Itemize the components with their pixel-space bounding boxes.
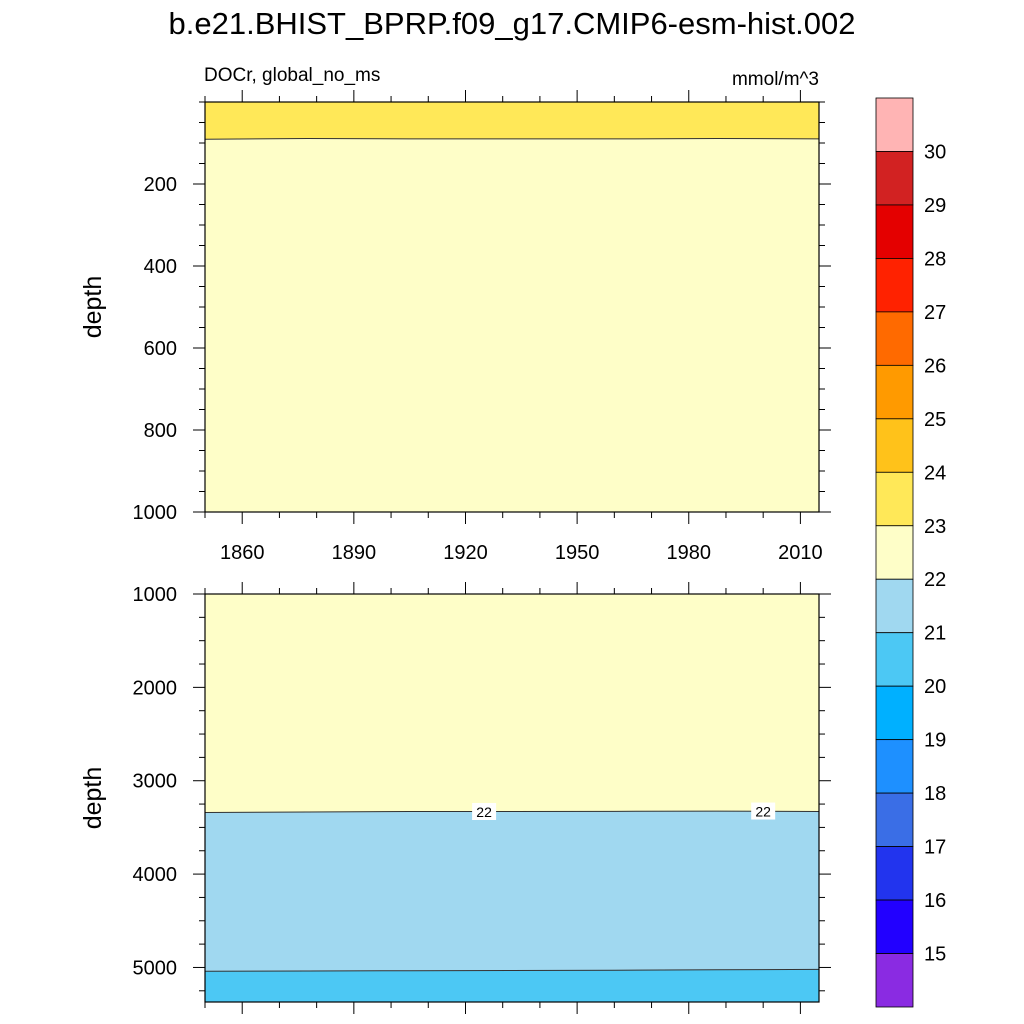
colorbar-label: 21	[924, 623, 946, 645]
colorbar-label: 19	[924, 730, 946, 752]
colorbar-label: 15	[924, 944, 946, 966]
variable-subtitle: DOCr, global_no_ms	[204, 65, 380, 86]
x-tick-label: 1860	[220, 542, 265, 564]
colorbar-cell	[875, 578, 914, 634]
y-tick-label: 3000	[133, 771, 178, 793]
contour-label-bg	[472, 803, 497, 821]
x-tick-label: 1980	[667, 542, 712, 564]
figure-title: b.e21.BHIST_BPRP.f09_g17.CMIP6-esm-hist.…	[169, 6, 856, 41]
colorbar-cell	[875, 685, 914, 741]
colorbar-label: 24	[924, 462, 946, 484]
x-tick-label: 1950	[555, 542, 600, 564]
colorbar-cell	[875, 525, 914, 580]
y-tick-label: 800	[144, 420, 177, 442]
colorbar-cell	[875, 364, 914, 420]
colorbar-label: 16	[924, 890, 946, 912]
y-tick-label: 200	[144, 174, 177, 196]
x-tick-label: 2010	[778, 542, 823, 564]
contour-label-bg	[751, 802, 776, 820]
band-21-22	[205, 811, 819, 972]
colorbar-label: 20	[924, 676, 946, 698]
y-tick-label: 600	[144, 338, 177, 360]
units-subtitle: mmol/m^3	[732, 69, 819, 90]
colorbar-label: 25	[924, 409, 946, 431]
contour-line-21	[204, 968, 820, 972]
colorbar-label: 30	[924, 141, 946, 163]
band-20-21	[205, 969, 819, 1002]
x-tick-label: 1890	[332, 542, 377, 564]
contour-label: 22	[476, 804, 492, 820]
colorbar-label: 22	[924, 569, 946, 591]
y-axis-label: depth	[79, 767, 107, 830]
colorbar-cell	[875, 846, 914, 901]
colorbar-cell	[875, 204, 914, 259]
colorbar-cell	[875, 311, 914, 366]
colorbar-cell	[875, 792, 914, 847]
colorbar-cell	[875, 953, 914, 1008]
colorbar-label: 27	[924, 302, 946, 324]
colorbar-cell	[875, 899, 914, 954]
y-tick-label: 5000	[133, 957, 178, 979]
y-tick-label: 1000	[133, 584, 178, 606]
y-tick-label: 400	[144, 256, 177, 278]
contour-line-22	[204, 810, 820, 813]
colorbar-label: 29	[924, 195, 946, 217]
y-tick-label: 2000	[133, 677, 178, 699]
colorbar-label: 17	[924, 837, 946, 859]
colorbar-cell	[875, 97, 914, 152]
band-22-23	[205, 594, 819, 813]
contour-label: 22	[755, 804, 771, 820]
colorbar-cell	[875, 739, 914, 794]
band-23-24	[205, 102, 819, 140]
colorbar: 15 16 17 18 19 20 21 22 23 24 25 26 27 28 29 30	[875, 97, 946, 1008]
y-tick-label: 1000	[133, 502, 178, 524]
colorbar-label: 18	[924, 783, 946, 805]
contour-line-23	[204, 137, 820, 140]
colorbar-label: 23	[924, 516, 946, 538]
colorbar-cell	[875, 471, 914, 527]
colorbar-label: 26	[924, 355, 946, 377]
band-22-23	[205, 138, 819, 513]
plot-frame	[204, 593, 820, 1003]
y-axis-label: depth	[79, 276, 107, 339]
x-tick-label: 1920	[443, 542, 488, 564]
panel-lower: 22 22 1000 2000 3000 4000 5000 depth	[79, 582, 831, 1014]
colorbar-cell	[875, 632, 914, 687]
y-tick-label: 4000	[133, 864, 178, 886]
colorbar-label: 28	[924, 248, 946, 270]
colorbar-cell	[875, 151, 914, 206]
panel-upper: 1860 1890 1920 1950 1980 2010 200 400 600 800 1000…	[79, 90, 831, 564]
colorbar-cell	[875, 418, 914, 473]
colorbar-cell	[875, 258, 914, 313]
